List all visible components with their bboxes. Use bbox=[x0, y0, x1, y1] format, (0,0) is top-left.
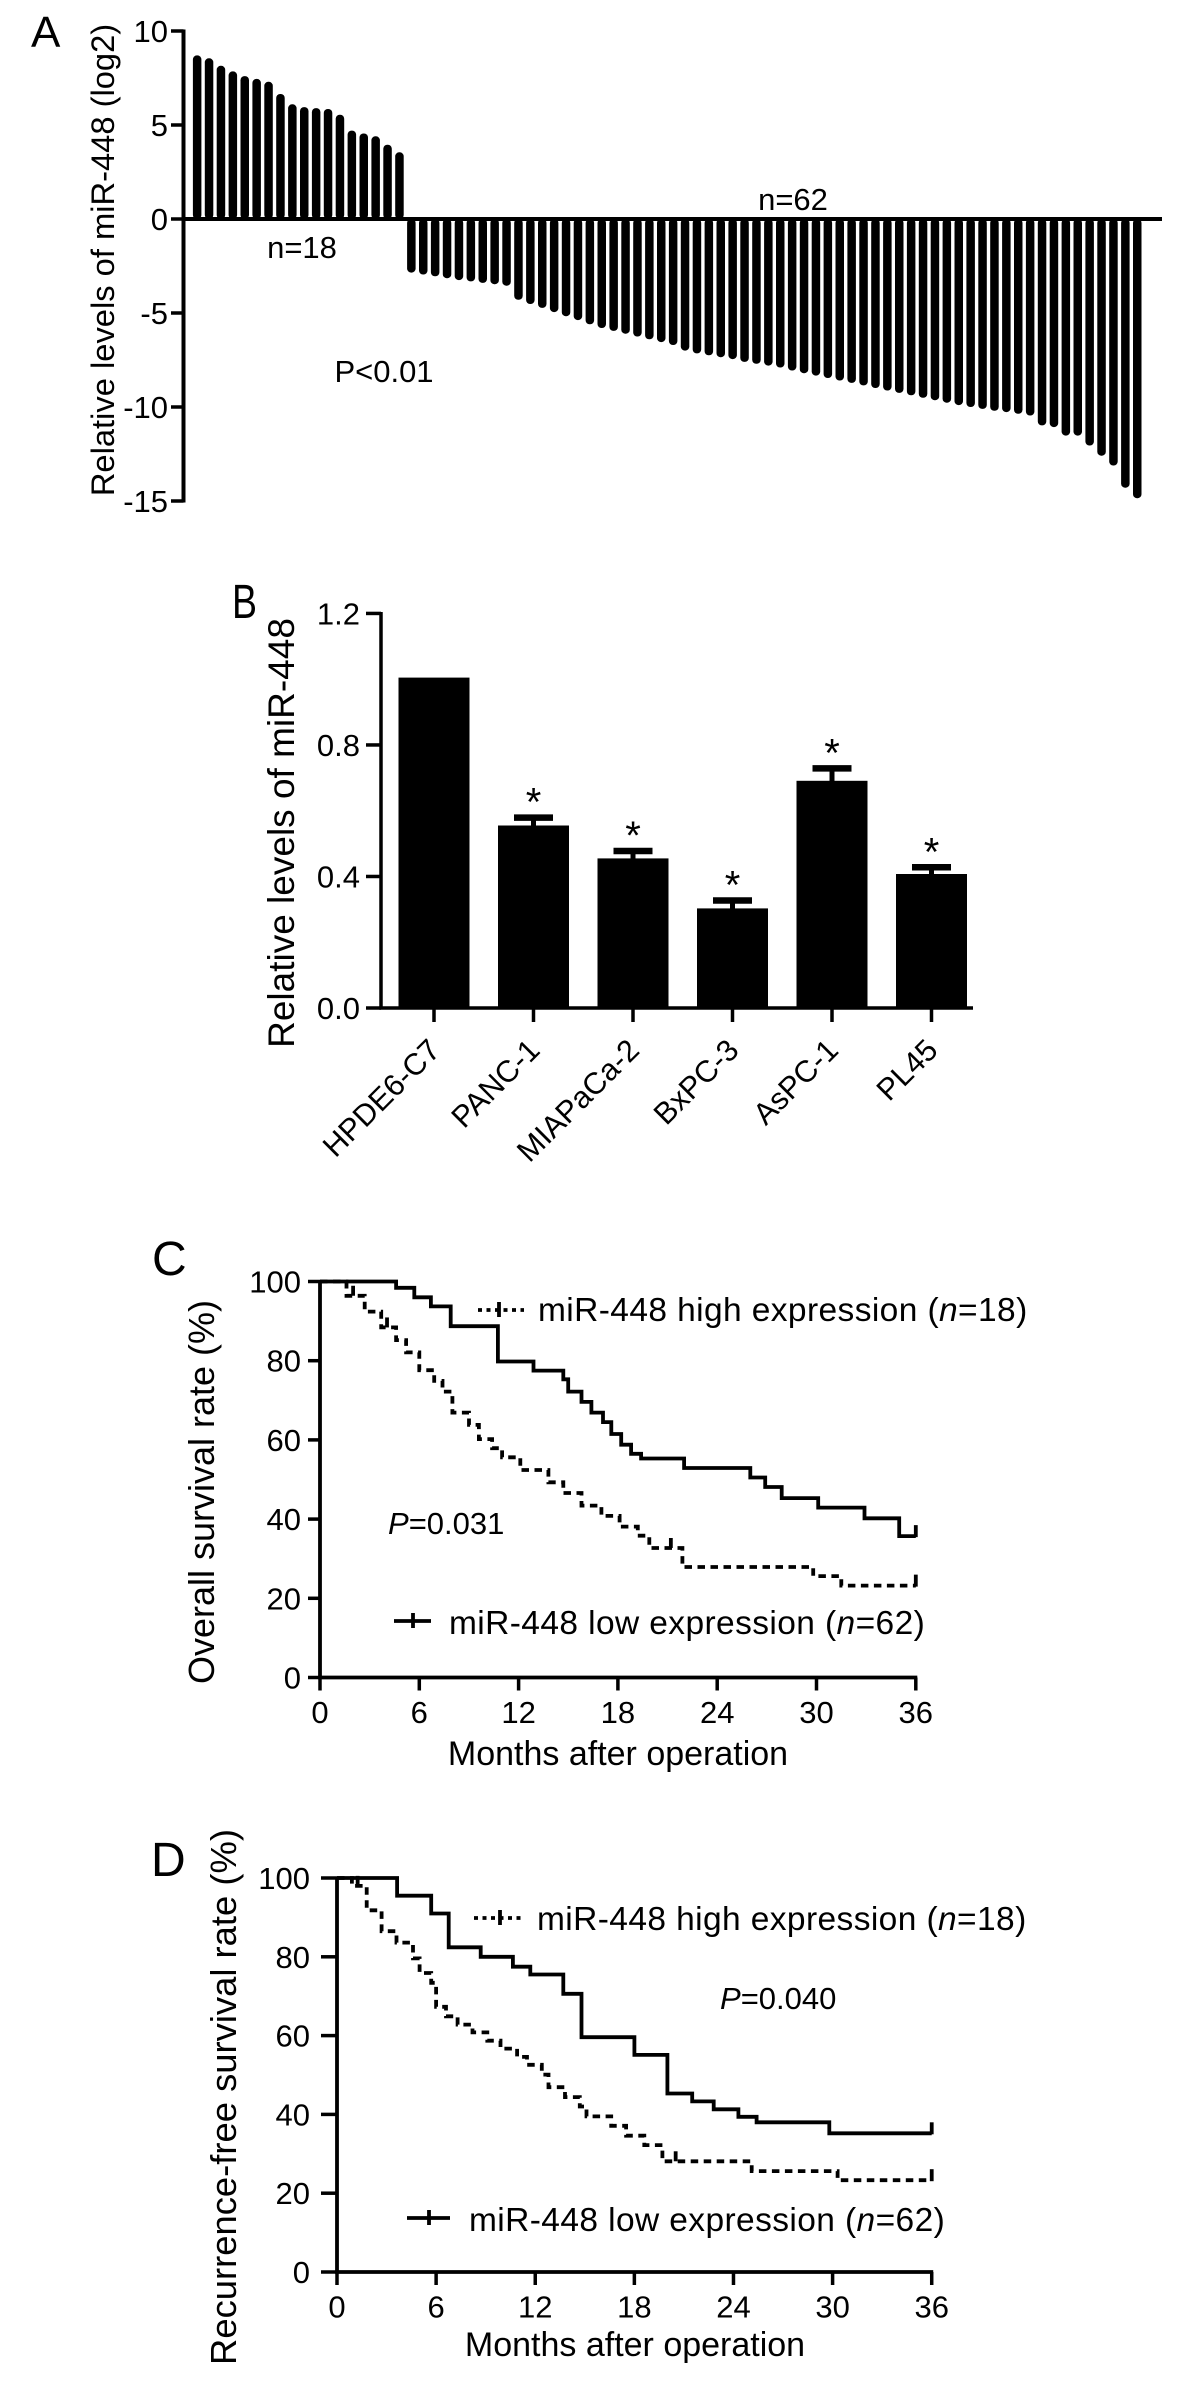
svg-text:60: 60 bbox=[267, 1423, 301, 1458]
svg-text:Recurrence-free survival rate: Recurrence-free survival rate (%) bbox=[203, 1829, 244, 2365]
svg-text:*: * bbox=[725, 864, 741, 908]
svg-text:1.2: 1.2 bbox=[317, 596, 360, 631]
svg-text:-5: -5 bbox=[140, 296, 168, 331]
svg-text:60: 60 bbox=[276, 2019, 310, 2054]
svg-text:*: * bbox=[526, 781, 542, 825]
svg-text:18: 18 bbox=[601, 1695, 635, 1730]
svg-text:100: 100 bbox=[258, 1861, 310, 1896]
svg-text:18: 18 bbox=[617, 2290, 651, 2325]
svg-text:0: 0 bbox=[293, 2255, 310, 2290]
svg-text:40: 40 bbox=[276, 2097, 310, 2132]
svg-text:80: 80 bbox=[276, 1940, 310, 1975]
svg-text:20: 20 bbox=[276, 2176, 310, 2211]
svg-text:30: 30 bbox=[815, 2290, 849, 2325]
svg-text:A: A bbox=[31, 8, 61, 57]
svg-text:0: 0 bbox=[151, 202, 168, 237]
svg-text:80: 80 bbox=[267, 1344, 301, 1379]
svg-text:Months after operation: Months after operation bbox=[448, 1735, 788, 1773]
svg-text:miR-448 high expression (n=18: miR-448 high expression (n=18) bbox=[537, 1901, 1027, 1938]
svg-text:C: C bbox=[152, 1233, 187, 1286]
svg-text:36: 36 bbox=[914, 2290, 948, 2325]
svg-text:0.8: 0.8 bbox=[317, 728, 360, 763]
svg-text:40: 40 bbox=[267, 1502, 301, 1537]
svg-text:n=62: n=62 bbox=[758, 182, 828, 217]
svg-text:*: * bbox=[824, 731, 840, 775]
svg-text:0: 0 bbox=[311, 1695, 328, 1730]
svg-text:20: 20 bbox=[267, 1581, 301, 1616]
svg-text:30: 30 bbox=[799, 1695, 833, 1730]
svg-text:P=0.031: P=0.031 bbox=[388, 1506, 504, 1541]
svg-text:Relative levels of miR-448: Relative levels of miR-448 bbox=[261, 618, 302, 1048]
svg-text:0.0: 0.0 bbox=[317, 991, 360, 1026]
svg-text:Relative levels of miR-448 (lo: Relative levels of miR-448 (log2) bbox=[84, 24, 121, 496]
svg-text:36: 36 bbox=[899, 1695, 933, 1730]
svg-text:-15: -15 bbox=[123, 484, 168, 519]
svg-text:24: 24 bbox=[700, 1695, 734, 1730]
svg-text:12: 12 bbox=[518, 2290, 552, 2325]
svg-text:*: * bbox=[924, 830, 940, 874]
svg-text:6: 6 bbox=[411, 1695, 428, 1730]
svg-text:6: 6 bbox=[427, 2290, 444, 2325]
svg-text:0: 0 bbox=[284, 1661, 301, 1696]
svg-text:12: 12 bbox=[501, 1695, 535, 1730]
svg-text:miR-448 low expression (n=62): miR-448 low expression (n=62) bbox=[469, 2202, 945, 2239]
svg-text:5: 5 bbox=[151, 108, 168, 143]
svg-text:P=0.040: P=0.040 bbox=[720, 1981, 836, 2016]
svg-text:10: 10 bbox=[134, 14, 168, 49]
svg-text:100: 100 bbox=[249, 1265, 301, 1300]
svg-text:miR-448 high expression (n=18: miR-448 high expression (n=18) bbox=[538, 1292, 1028, 1329]
svg-text:P<0.01: P<0.01 bbox=[334, 354, 433, 389]
svg-text:*: * bbox=[625, 814, 641, 858]
svg-text:0: 0 bbox=[328, 2290, 345, 2325]
svg-text:Overall survival rate (%): Overall survival rate (%) bbox=[181, 1300, 222, 1684]
svg-text:Months after operation: Months after operation bbox=[465, 2326, 805, 2364]
svg-text:0.4: 0.4 bbox=[317, 859, 360, 894]
svg-text:B: B bbox=[232, 576, 257, 629]
svg-text:-10: -10 bbox=[123, 390, 168, 425]
svg-text:n=18: n=18 bbox=[267, 230, 337, 265]
svg-text:miR-448 low expression (n=62): miR-448 low expression (n=62) bbox=[449, 1605, 925, 1642]
svg-text:24: 24 bbox=[716, 2290, 750, 2325]
svg-text:D: D bbox=[151, 1834, 186, 1887]
